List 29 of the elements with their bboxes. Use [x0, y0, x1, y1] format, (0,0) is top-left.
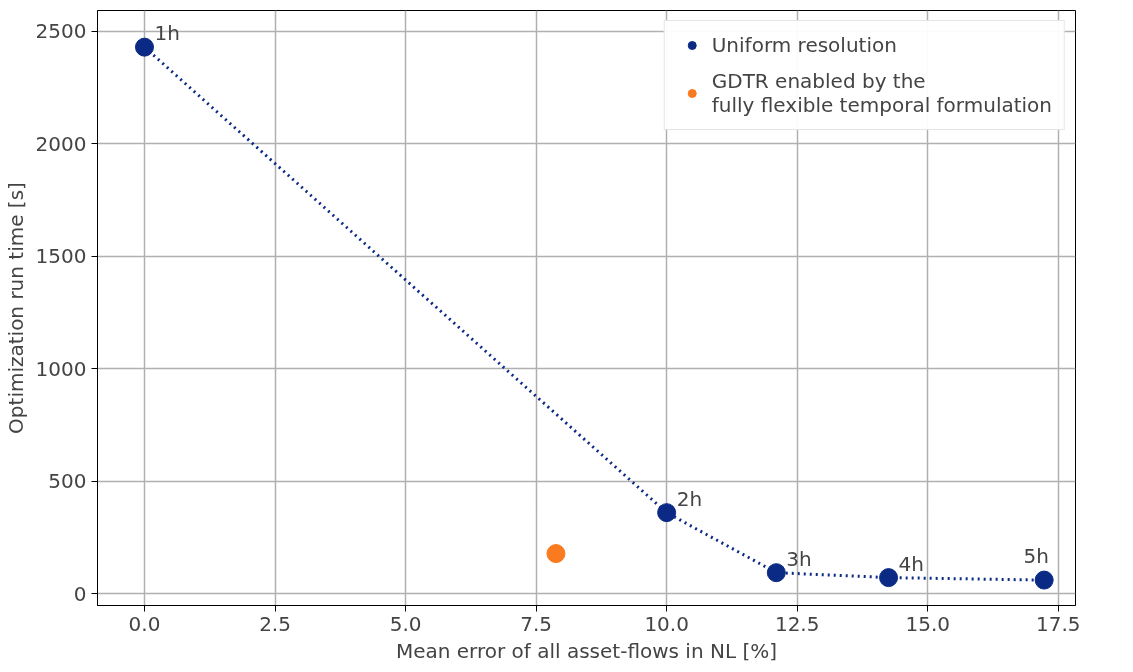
annotation: 2h	[676, 486, 703, 511]
x-tick-label: 12.5	[774, 611, 820, 636]
annotation: 3h	[786, 546, 812, 571]
point	[546, 544, 566, 564]
y-tick-label: 500	[48, 469, 87, 494]
point	[879, 568, 899, 588]
annotation: 1h	[154, 21, 180, 46]
x-tick-label: 7.5	[520, 611, 553, 636]
y-tick-label: 2500	[35, 19, 87, 44]
y-tick-label: 0	[73, 581, 87, 606]
legend-label: GDTR enabled by the fully flexible temporal formulation	[711, 69, 1052, 117]
legend-label: Uniform resolution	[711, 33, 897, 57]
x-tick-label: 2.5	[259, 611, 291, 636]
annotation: 4h	[898, 551, 924, 576]
x-tick-label: 15.0	[905, 611, 950, 636]
point	[657, 503, 677, 523]
x-tick-label: 0.0	[128, 611, 161, 636]
x-axis-title: Mean error of all asset-flows in NL [%]	[395, 638, 778, 663]
y-axis-title: Optimization run time [s]	[3, 182, 28, 434]
y-tick-label: 1000	[35, 356, 87, 381]
annotation: 5h	[1023, 544, 1049, 569]
x-tick-label: 10.0	[644, 611, 689, 636]
point	[1034, 570, 1054, 590]
x-tick-label: 5.0	[389, 611, 422, 636]
y-tick-label: 2000	[35, 131, 87, 156]
point	[766, 563, 786, 583]
x-tick-label: 17.5	[1036, 611, 1081, 636]
y-tick-label: 1500	[35, 244, 87, 269]
point	[134, 37, 154, 57]
